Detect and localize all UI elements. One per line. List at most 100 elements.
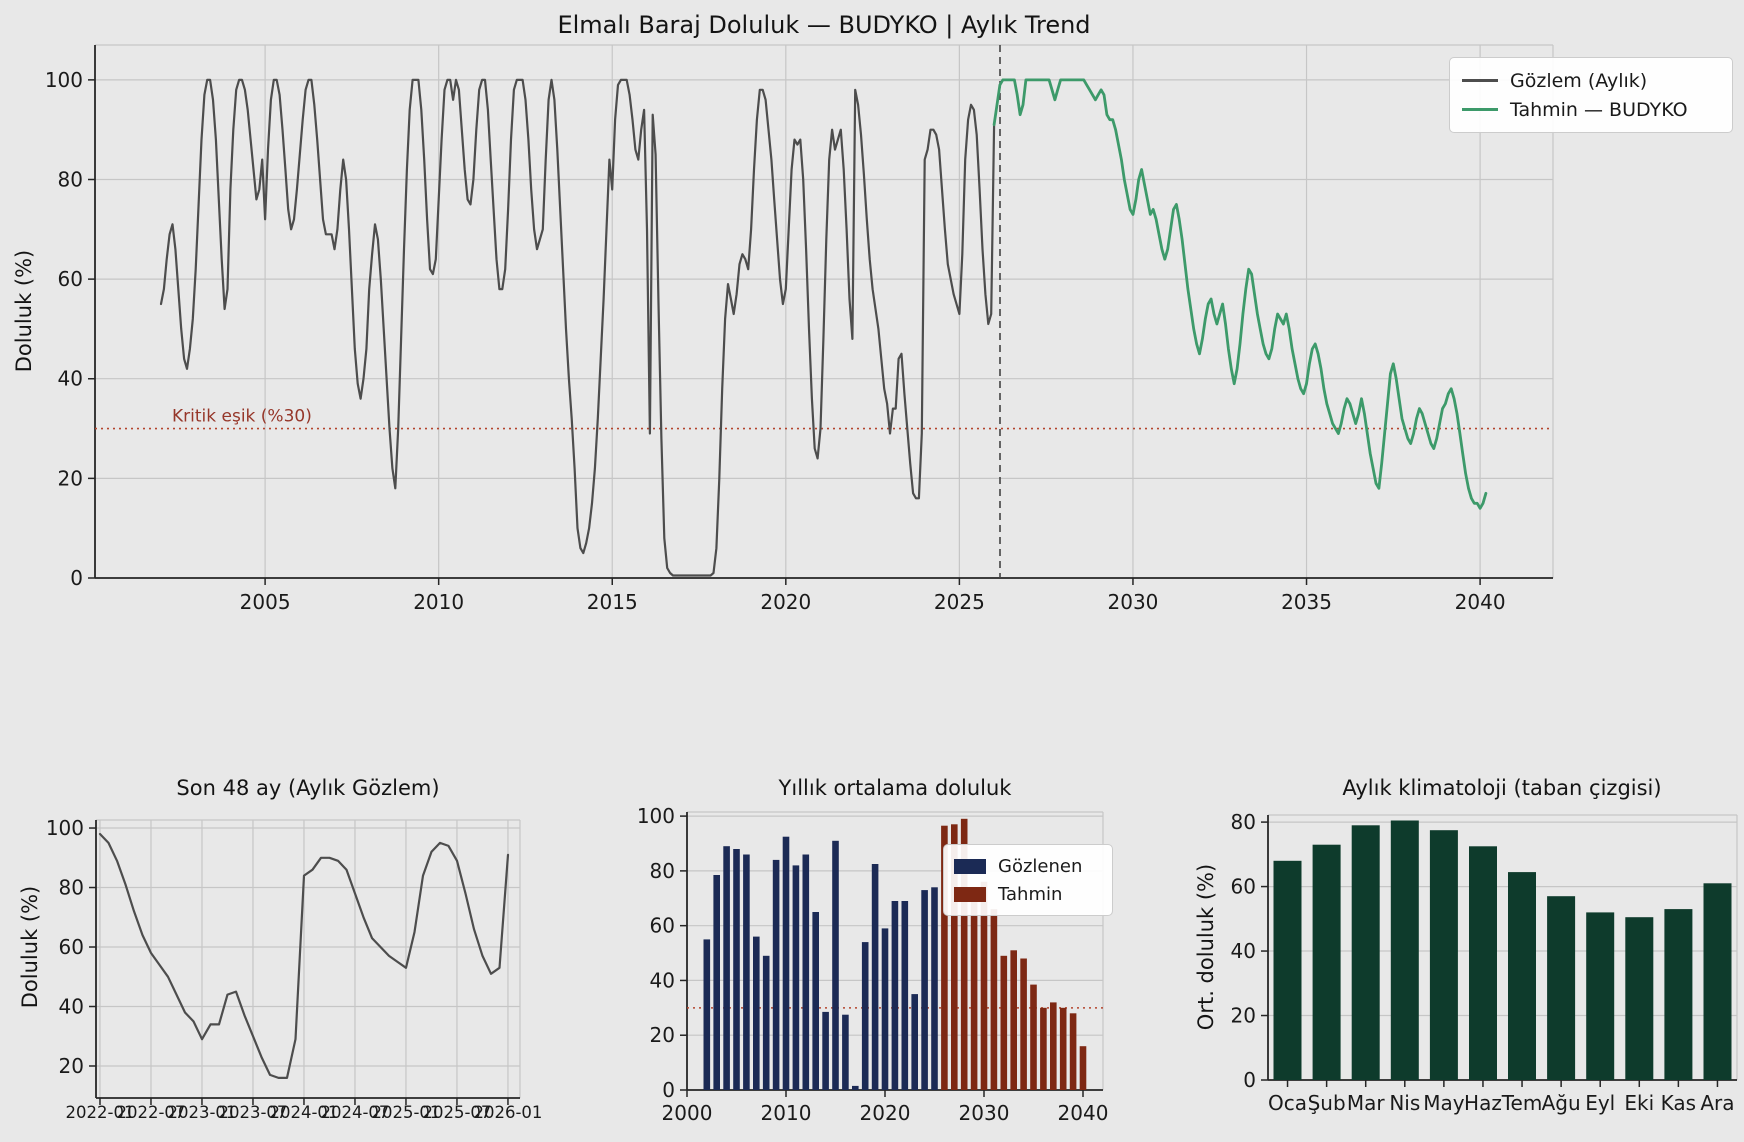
svg-text:Kas: Kas: [1661, 1091, 1696, 1115]
main-y-axis-label: Doluluk (%): [12, 249, 36, 373]
year-bar: [1040, 1007, 1047, 1090]
svg-text:Eyl: Eyl: [1585, 1091, 1615, 1115]
year-bar: [871, 864, 879, 1090]
svg-text:20: 20: [59, 1054, 84, 1078]
svg-text:60: 60: [59, 935, 84, 959]
year-bar: [713, 875, 720, 1090]
climatology-bars: [1273, 820, 1732, 1080]
svg-text:80: 80: [650, 859, 675, 883]
svg-text:2025: 2025: [934, 590, 985, 614]
forecast-bars: [941, 818, 1087, 1090]
svg-text:0: 0: [662, 1078, 675, 1102]
legend-item-observed: Gözlem (Aylık): [1462, 70, 1720, 92]
year-bar: [832, 840, 839, 1090]
svg-text:100: 100: [45, 68, 83, 92]
svg-text:2023-07: 2023-07: [218, 1103, 287, 1122]
year-bar: [960, 818, 968, 1090]
year-bar: [753, 936, 760, 1090]
svg-text:Tem: Tem: [1501, 1091, 1543, 1115]
forecast-line-swatch: [1462, 108, 1498, 111]
svg-text:100: 100: [46, 816, 84, 840]
svg-text:Mar: Mar: [1347, 1091, 1386, 1115]
figure-title: Elmalı Baraj Doluluk — BUDYKO | Aylık Tr…: [557, 11, 1091, 39]
svg-text:2024-07: 2024-07: [320, 1103, 389, 1122]
son48-chart-tick-marks: [89, 827, 509, 1105]
year-bar: [703, 939, 711, 1090]
legend-item-forecast: Tahmin — BUDYKO: [1462, 99, 1720, 121]
svg-text:2024-01: 2024-01: [269, 1103, 338, 1122]
year-bar: [881, 928, 889, 1090]
svg-text:80: 80: [1231, 810, 1256, 834]
year-bar: [733, 849, 740, 1090]
svg-text:2010: 2010: [413, 590, 464, 614]
svg-text:Ağu: Ağu: [1542, 1091, 1581, 1115]
main-chart-grid: [95, 45, 1553, 579]
month-bar: [1664, 909, 1693, 1080]
yillik-title: Yıllık ortalama doluluk: [778, 776, 1012, 800]
svg-text:60: 60: [650, 914, 675, 938]
klimatoloji-chart-tick-marks: [1261, 821, 1719, 1087]
year-bar: [812, 912, 819, 1090]
month-bar: [1586, 912, 1615, 1080]
legend-label: Tahmin: [998, 883, 1063, 905]
month-bar: [1273, 860, 1302, 1080]
svg-text:Eki: Eki: [1624, 1091, 1654, 1115]
forecast-bar-swatch: [954, 886, 986, 902]
legend-label: Tahmin — BUDYKO: [1510, 98, 1688, 121]
svg-text:2023-01: 2023-01: [167, 1103, 236, 1122]
month-bar: [1469, 846, 1497, 1080]
svg-text:80: 80: [59, 876, 84, 900]
year-bar: [901, 901, 909, 1090]
svg-text:40: 40: [59, 995, 84, 1019]
svg-text:Haz: Haz: [1464, 1091, 1502, 1115]
klimatoloji-title: Aylık klimatoloji (taban çizgisi): [1342, 776, 1662, 800]
year-bar: [792, 865, 800, 1090]
svg-text:40: 40: [650, 968, 675, 992]
legend-item-tahmin: Tahmin: [954, 884, 1102, 905]
month-bar: [1703, 883, 1732, 1080]
svg-text:2000: 2000: [662, 1101, 713, 1125]
yillik-legend: Gözlenen Tahmin: [943, 844, 1113, 916]
year-bar: [1050, 1002, 1057, 1090]
svg-text:60: 60: [1231, 875, 1256, 899]
svg-text:40: 40: [58, 367, 83, 391]
month-bar: [1312, 844, 1341, 1080]
year-bar: [723, 846, 730, 1090]
svg-text:0: 0: [1243, 1068, 1256, 1092]
svg-text:May: May: [1423, 1091, 1465, 1115]
svg-text:Ara: Ara: [1700, 1091, 1734, 1115]
year-bar: [891, 901, 899, 1090]
year-bar: [842, 1014, 849, 1090]
svg-text:2020: 2020: [860, 1101, 911, 1125]
yillik-chart-tick-marks: [680, 815, 1084, 1097]
legend-label: Gözlem (Aylık): [1510, 69, 1648, 92]
month-bar: [1390, 820, 1419, 1080]
observed-bar-swatch: [954, 858, 986, 874]
son48-series-line: [98, 832, 510, 1079]
year-bar: [941, 825, 948, 1090]
year-bar: [980, 881, 988, 1090]
year-bar: [772, 859, 780, 1090]
son48-y-axis-label: Doluluk (%): [18, 885, 42, 1009]
observed-line-swatch: [1462, 79, 1498, 82]
month-bar: [1547, 896, 1576, 1080]
svg-text:20: 20: [1231, 1004, 1256, 1028]
svg-text:2030: 2030: [1108, 590, 1159, 614]
svg-text:0: 0: [70, 566, 83, 590]
svg-text:40: 40: [1231, 939, 1256, 963]
svg-text:2026-01: 2026-01: [473, 1103, 542, 1122]
main-chart-tick-labels: 2005 2010 2015 2020 2025 2030 2035 204002040608…: [45, 68, 1506, 614]
observed-series-line: [159, 78, 996, 577]
svg-text:60: 60: [58, 267, 83, 291]
year-bar: [990, 909, 998, 1090]
svg-text:2005: 2005: [240, 590, 291, 614]
year-bar: [1010, 950, 1017, 1090]
year-bar: [1030, 984, 1037, 1090]
svg-text:2025-07: 2025-07: [422, 1103, 491, 1122]
year-bar: [822, 1011, 829, 1090]
year-bar: [1059, 1007, 1067, 1090]
klimatoloji-y-axis-label: Ort. doluluk (%): [1194, 863, 1218, 1031]
year-bar: [1020, 958, 1027, 1090]
svg-text:100: 100: [637, 804, 675, 828]
